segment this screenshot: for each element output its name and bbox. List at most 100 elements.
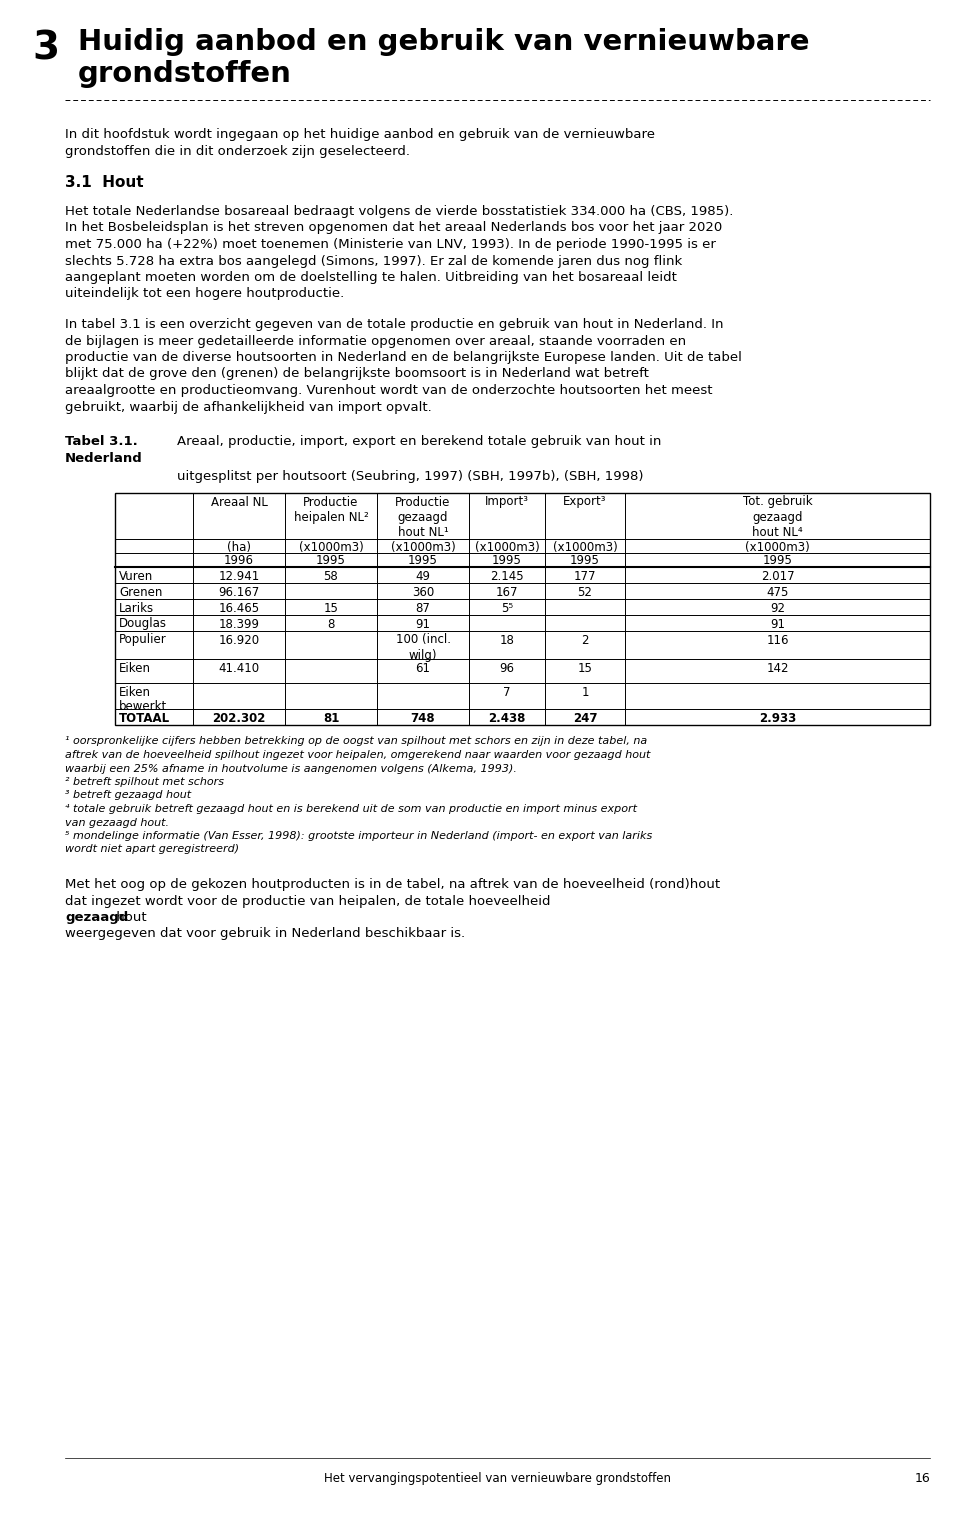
Text: 1995: 1995 [570,554,600,568]
Text: 1995: 1995 [316,554,346,568]
Text: 52: 52 [578,586,592,598]
Text: 202.302: 202.302 [212,712,266,725]
Bar [115,492,930,725]
Text: dat ingezet wordt voor de productie van heipalen, de totale hoeveelheid: dat ingezet wordt voor de productie van … [65,895,550,907]
Text: 18.399: 18.399 [219,618,259,630]
Text: 2.017: 2.017 [760,569,794,583]
Text: 7: 7 [503,686,511,698]
Text: 100 (incl.
wilg): 100 (incl. wilg) [396,633,450,662]
Text: 87: 87 [416,601,430,615]
Text: Het totale Nederlandse bosareaal bedraagt volgens de vierde bosstatistiek 334.00: Het totale Nederlandse bosareaal bedraag… [65,204,733,218]
Text: 1996: 1996 [224,554,254,568]
Text: Productie
gezaagd
hout NL¹: Productie gezaagd hout NL¹ [396,495,450,539]
Text: Vuren: Vuren [119,569,154,583]
Text: areaalgrootte en productieomvang. Vurenhout wordt van de onderzochte houtsoorten: areaalgrootte en productieomvang. Vurenh… [65,385,712,397]
Text: 2: 2 [581,633,588,646]
Text: 5⁵: 5⁵ [501,601,513,615]
Text: Eiken
bewerkt: Eiken bewerkt [119,686,167,713]
Text: ¹ oorspronkelijke cijfers hebben betrekking op de oogst van spilhout met schors : ¹ oorspronkelijke cijfers hebben betrekk… [65,736,647,746]
Text: In dit hoofdstuk wordt ingegaan op het huidige aanbod en gebruik van de vernieuw: In dit hoofdstuk wordt ingegaan op het h… [65,129,655,141]
Text: grondstoffen die in dit onderzoek zijn geselecteerd.: grondstoffen die in dit onderzoek zijn g… [65,144,410,157]
Text: 16.465: 16.465 [219,601,259,615]
Text: TOTAAL: TOTAAL [119,712,170,725]
Text: (x1000m3): (x1000m3) [745,540,810,554]
Text: 96: 96 [499,662,515,675]
Text: Populier: Populier [119,633,167,646]
Text: ² betreft spilhout met schors: ² betreft spilhout met schors [65,777,224,787]
Text: Areaal, productie, import, export en berekend totale gebruik van hout in: Areaal, productie, import, export en ber… [177,435,661,448]
Text: Tabel 3.1.: Tabel 3.1. [65,435,137,448]
Text: 1995: 1995 [408,554,438,568]
Text: 16.920: 16.920 [219,633,259,646]
Text: 41.410: 41.410 [219,662,259,675]
Text: slechts 5.728 ha extra bos aangelegd (Simons, 1997). Er zal de komende jaren dus: slechts 5.728 ha extra bos aangelegd (Si… [65,254,683,268]
Text: 1: 1 [581,686,588,698]
Text: 1995: 1995 [762,554,792,568]
Text: 91: 91 [770,618,785,630]
Text: gebruikt, waarbij de afhankelijkheid van import opvalt.: gebruikt, waarbij de afhankelijkheid van… [65,401,432,413]
Text: 2.145: 2.145 [491,569,524,583]
Text: 3: 3 [32,30,60,68]
Text: Het vervangingspotentieel van vernieuwbare grondstoffen: Het vervangingspotentieel van vernieuwba… [324,1472,671,1485]
Text: 61: 61 [416,662,430,675]
Text: uitgesplitst per houtsoort (Seubring, 1997) (SBH, 1997b), (SBH, 1998): uitgesplitst per houtsoort (Seubring, 19… [177,469,643,483]
Text: 748: 748 [411,712,435,725]
Text: 16: 16 [914,1472,930,1485]
Text: In tabel 3.1 is een overzicht gegeven van de totale productie en gebruik van hou: In tabel 3.1 is een overzicht gegeven va… [65,318,724,332]
Text: 18: 18 [499,633,515,646]
Text: 58: 58 [324,569,338,583]
Text: 15: 15 [324,601,339,615]
Text: 247: 247 [573,712,597,725]
Text: 96.167: 96.167 [218,586,259,598]
Text: Tot. gebruik
gezaagd
hout NL⁴: Tot. gebruik gezaagd hout NL⁴ [743,495,812,539]
Text: uiteindelijk tot een hogere houtproductie.: uiteindelijk tot een hogere houtproducti… [65,288,345,300]
Text: Lariks: Lariks [119,601,155,615]
Text: 2.438: 2.438 [489,712,526,725]
Text: Productie
heipalen NL²: Productie heipalen NL² [294,495,369,524]
Text: wordt niet apart geregistreerd): wordt niet apart geregistreerd) [65,845,239,854]
Text: 2.933: 2.933 [758,712,796,725]
Text: 1995: 1995 [492,554,522,568]
Text: met 75.000 ha (+22%) moet toenemen (Ministerie van LNV, 1993). In de periode 199: met 75.000 ha (+22%) moet toenemen (Mini… [65,238,716,251]
Text: 92: 92 [770,601,785,615]
Text: ⁴ totale gebruik betreft gezaagd hout en is berekend uit de som van productie en: ⁴ totale gebruik betreft gezaagd hout en… [65,804,637,815]
Text: waarbij een 25% afname in houtvolume is aangenomen volgens (Alkema, 1993).: waarbij een 25% afname in houtvolume is … [65,763,516,774]
Text: ⁵ mondelinge informatie (Van Esser, 1998): grootste importeur in Nederland (impo: ⁵ mondelinge informatie (Van Esser, 1998… [65,831,652,840]
Text: Import³: Import³ [485,495,529,509]
Text: Met het oog op de gekozen houtproducten is in de tabel, na aftrek van de hoeveel: Met het oog op de gekozen houtproducten … [65,878,720,892]
Text: (x1000m3): (x1000m3) [391,540,455,554]
Text: In het Bosbeleidsplan is het streven opgenomen dat het areaal Nederlands bos voo: In het Bosbeleidsplan is het streven opg… [65,221,722,235]
Text: aangeplant moeten worden om de doelstelling te halen. Uitbreiding van het bosare: aangeplant moeten worden om de doelstell… [65,271,677,285]
Text: 81: 81 [323,712,339,725]
Text: 12.941: 12.941 [218,569,259,583]
Text: Export³: Export³ [564,495,607,509]
Text: (ha): (ha) [227,540,251,554]
Text: 15: 15 [578,662,592,675]
Text: de bijlagen is meer gedetailleerde informatie opgenomen over areaal, staande voo: de bijlagen is meer gedetailleerde infor… [65,335,686,348]
Text: 475: 475 [766,586,789,598]
Text: 360: 360 [412,586,434,598]
Text: grondstoffen: grondstoffen [78,61,292,88]
Text: productie van de diverse houtsoorten in Nederland en de belangrijkste Europese l: productie van de diverse houtsoorten in … [65,351,742,363]
Text: (x1000m3): (x1000m3) [553,540,617,554]
Text: gezaagd: gezaagd [65,911,129,924]
Text: blijkt dat de grove den (grenen) de belangrijkste boomsoort is in Nederland wat : blijkt dat de grove den (grenen) de bela… [65,368,649,380]
Text: Huidig aanbod en gebruik van vernieuwbare: Huidig aanbod en gebruik van vernieuwbar… [78,27,809,56]
Text: 167: 167 [495,586,518,598]
Text: (x1000m3): (x1000m3) [299,540,364,554]
Text: aftrek van de hoeveelheid spilhout ingezet voor heipalen, omgerekend naar waarde: aftrek van de hoeveelheid spilhout ingez… [65,749,650,760]
Text: Grenen: Grenen [119,586,162,598]
Text: Areaal NL: Areaal NL [210,495,268,509]
Text: ³ betreft gezaagd hout: ³ betreft gezaagd hout [65,790,191,801]
Text: Nederland: Nederland [65,451,143,465]
Text: 49: 49 [416,569,430,583]
Text: 3.1  Hout: 3.1 Hout [65,176,144,189]
Text: 91: 91 [416,618,430,630]
Text: 116: 116 [766,633,789,646]
Text: 142: 142 [766,662,789,675]
Text: 8: 8 [327,618,335,630]
Text: (x1000m3): (x1000m3) [474,540,540,554]
Text: weergegeven dat voor gebruik in Nederland beschikbaar is.: weergegeven dat voor gebruik in Nederlan… [65,928,466,940]
Text: hout: hout [112,911,147,924]
Text: 177: 177 [574,569,596,583]
